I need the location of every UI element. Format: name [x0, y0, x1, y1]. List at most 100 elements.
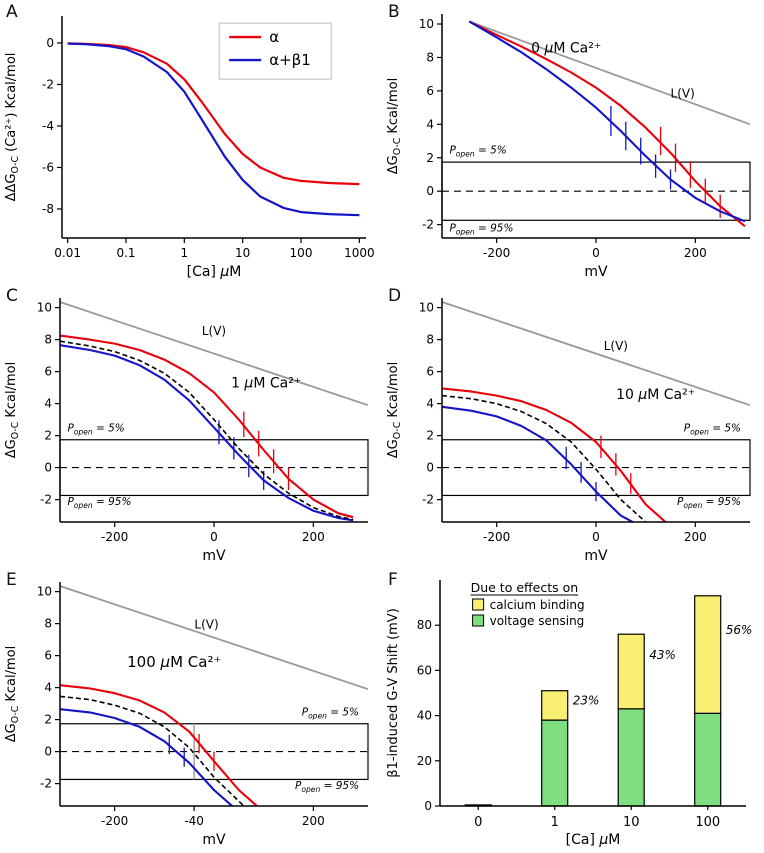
x-tick-label: 10 [623, 815, 640, 830]
y-tick-label: -2 [422, 218, 434, 232]
y-tick-label: 60 [417, 663, 432, 677]
x-tick-label: 0 [592, 530, 600, 544]
series-alpha-beta1 [67, 42, 360, 217]
ca-label: 1 μM Ca²⁺ [231, 376, 301, 392]
series-predicted [60, 340, 354, 521]
y-axis-label: ΔGO-C Kcal/mol [4, 362, 21, 458]
bar-calcium-binding [617, 633, 645, 710]
y-tick-label: 0 [426, 184, 434, 198]
y-tick-label: 10 [37, 585, 52, 599]
y-tick-label: 8 [44, 617, 52, 631]
x-tick-label: 1000 [344, 246, 375, 260]
y-tick-label: 2 [426, 151, 434, 165]
x-tick-label: 0 [592, 246, 600, 260]
panel-e-letter: E [6, 570, 17, 590]
y-tick-label: 4 [44, 397, 52, 411]
x-tick-label: -200 [101, 530, 128, 544]
popen5-label: Popen = 5% [684, 423, 741, 437]
x-tick-label: -200 [101, 814, 128, 828]
legend-frame [218, 22, 332, 80]
panel-f: F 0 20 40 60 80 [Ca] μM β1-induced G-V Shift (… [382, 568, 764, 853]
panel-c-letter: C [6, 286, 18, 306]
series-LV [468, 20, 750, 126]
y-tick-label: 20 [417, 754, 432, 768]
x-axis-label: mV [584, 548, 608, 564]
y-tick-label: 6 [44, 649, 52, 663]
panel-b: B -2 0 2 4 6 8 10 mV ΔGO-C Kcal/mol -200 0 200 Popen… [382, 0, 764, 284]
series-predicted [60, 695, 245, 806]
x-tick-label: 100 [290, 246, 313, 260]
y-tick-label: -4 [42, 119, 54, 133]
bar-voltage-sensing [694, 712, 722, 807]
popen5-label: Popen = 5% [67, 423, 124, 437]
lv-label: L(V) [604, 339, 628, 353]
x-tick-label: 200 [302, 814, 325, 828]
x-tick-label: 0 [210, 530, 218, 544]
y-axis-label: ΔΔGO-C (Ca²⁺) Kcal/mol [4, 53, 21, 202]
pct-label: 43% [649, 648, 676, 662]
y-axis-label: ΔGO-C Kcal/mol [386, 362, 403, 458]
popen95-label: Popen = 95% [449, 222, 513, 236]
x-tick-label: 1 [181, 246, 189, 260]
legend-swatch [472, 614, 485, 627]
x-axis-label: mV [584, 264, 608, 280]
y-tick-label: 2 [44, 429, 52, 443]
series-LV [60, 585, 368, 691]
y-tick-label: 10 [419, 17, 434, 31]
series-alpha-beta1 [60, 708, 234, 806]
y-tick-label: 4 [426, 397, 434, 411]
series-alpha-beta1 [442, 405, 635, 522]
y-tick-label: 2 [426, 429, 434, 443]
y-tick-label: 40 [417, 709, 432, 723]
y-tick-label: 0 [46, 36, 54, 50]
panel-c: C -2 0 2 4 6 8 10 mV ΔGO-C Kcal/mol -200 0 200 Popen… [0, 284, 382, 568]
x-tick-label: 0.01 [54, 246, 81, 260]
y-axis-label: ΔGO-C Kcal/mol [386, 78, 403, 174]
legend-title: Due to effects on [471, 580, 579, 595]
y-tick-label: 2 [44, 713, 52, 727]
x-tick-label: -200 [483, 246, 510, 260]
legend-label: α [269, 28, 279, 46]
panel-d: D -2 0 2 4 6 8 10 mV ΔGO-C Kcal/mol -200 0 200 Popen… [382, 284, 764, 568]
panel-a-letter: A [6, 2, 18, 22]
x-axis-label: [Ca] μM [566, 832, 621, 848]
ca-label: 100 μM Ca²⁺ [127, 653, 221, 671]
panel-f-chart: 0 20 40 60 80 [Ca] μM β1-induced G-V Shift (mV… [386, 580, 752, 848]
series-LV [60, 301, 368, 407]
lv-label: L(V) [194, 617, 218, 631]
pct-label: 23% [573, 693, 600, 707]
bar-voltage-sensing [541, 719, 569, 807]
y-tick-label: -2 [42, 77, 54, 91]
x-tick-label: -200 [483, 530, 510, 544]
panel-d-chart: -2 0 2 4 6 8 10 mV ΔGO-C Kcal/mol -200 0 200 Popen =… [386, 298, 751, 564]
y-tick-label: 10 [37, 301, 52, 315]
popen5-label: Popen = 5% [449, 145, 506, 159]
legend-swatch [472, 598, 485, 611]
y-tick-label: 0 [424, 799, 432, 813]
y-axis-label: β1-induced G-V Shift (mV) [386, 608, 401, 778]
y-tick-label: 6 [44, 365, 52, 379]
x-tick-label: 0 [474, 815, 482, 830]
panel-e-chart: -2 0 2 4 6 8 10 mV ΔGO-C Kcal/mol -200 -40 200 Popen… [4, 582, 369, 848]
y-tick-label: 8 [426, 333, 434, 347]
y-tick-label: 0 [426, 461, 434, 475]
y-tick-label: 80 [417, 618, 432, 632]
x-tick-label: -40 [184, 814, 204, 828]
panel-a-chart: 0 -2 -4 -6 -8 [Ca] μM ΔΔGO-C (Ca²⁺) Kcal/mol 0.… [4, 16, 375, 280]
popen-box [59, 439, 369, 497]
popen95-label: Popen = 95% [677, 496, 741, 510]
x-tick-label: 1 [551, 815, 559, 830]
bar-calcium-binding [541, 690, 569, 721]
series-predicted [442, 394, 647, 522]
y-tick-label: 6 [426, 84, 434, 98]
x-tick-label: 200 [302, 530, 325, 544]
bar-calcium-binding [694, 595, 722, 714]
panel-d-letter: D [388, 286, 402, 306]
series-alpha [468, 20, 746, 228]
lv-label: L(V) [202, 324, 226, 338]
ca-label: 10 μM Ca²⁺ [616, 387, 695, 403]
y-tick-label: 10 [419, 301, 434, 315]
popen95-label: Popen = 95% [295, 780, 359, 794]
series-alpha [442, 387, 667, 522]
